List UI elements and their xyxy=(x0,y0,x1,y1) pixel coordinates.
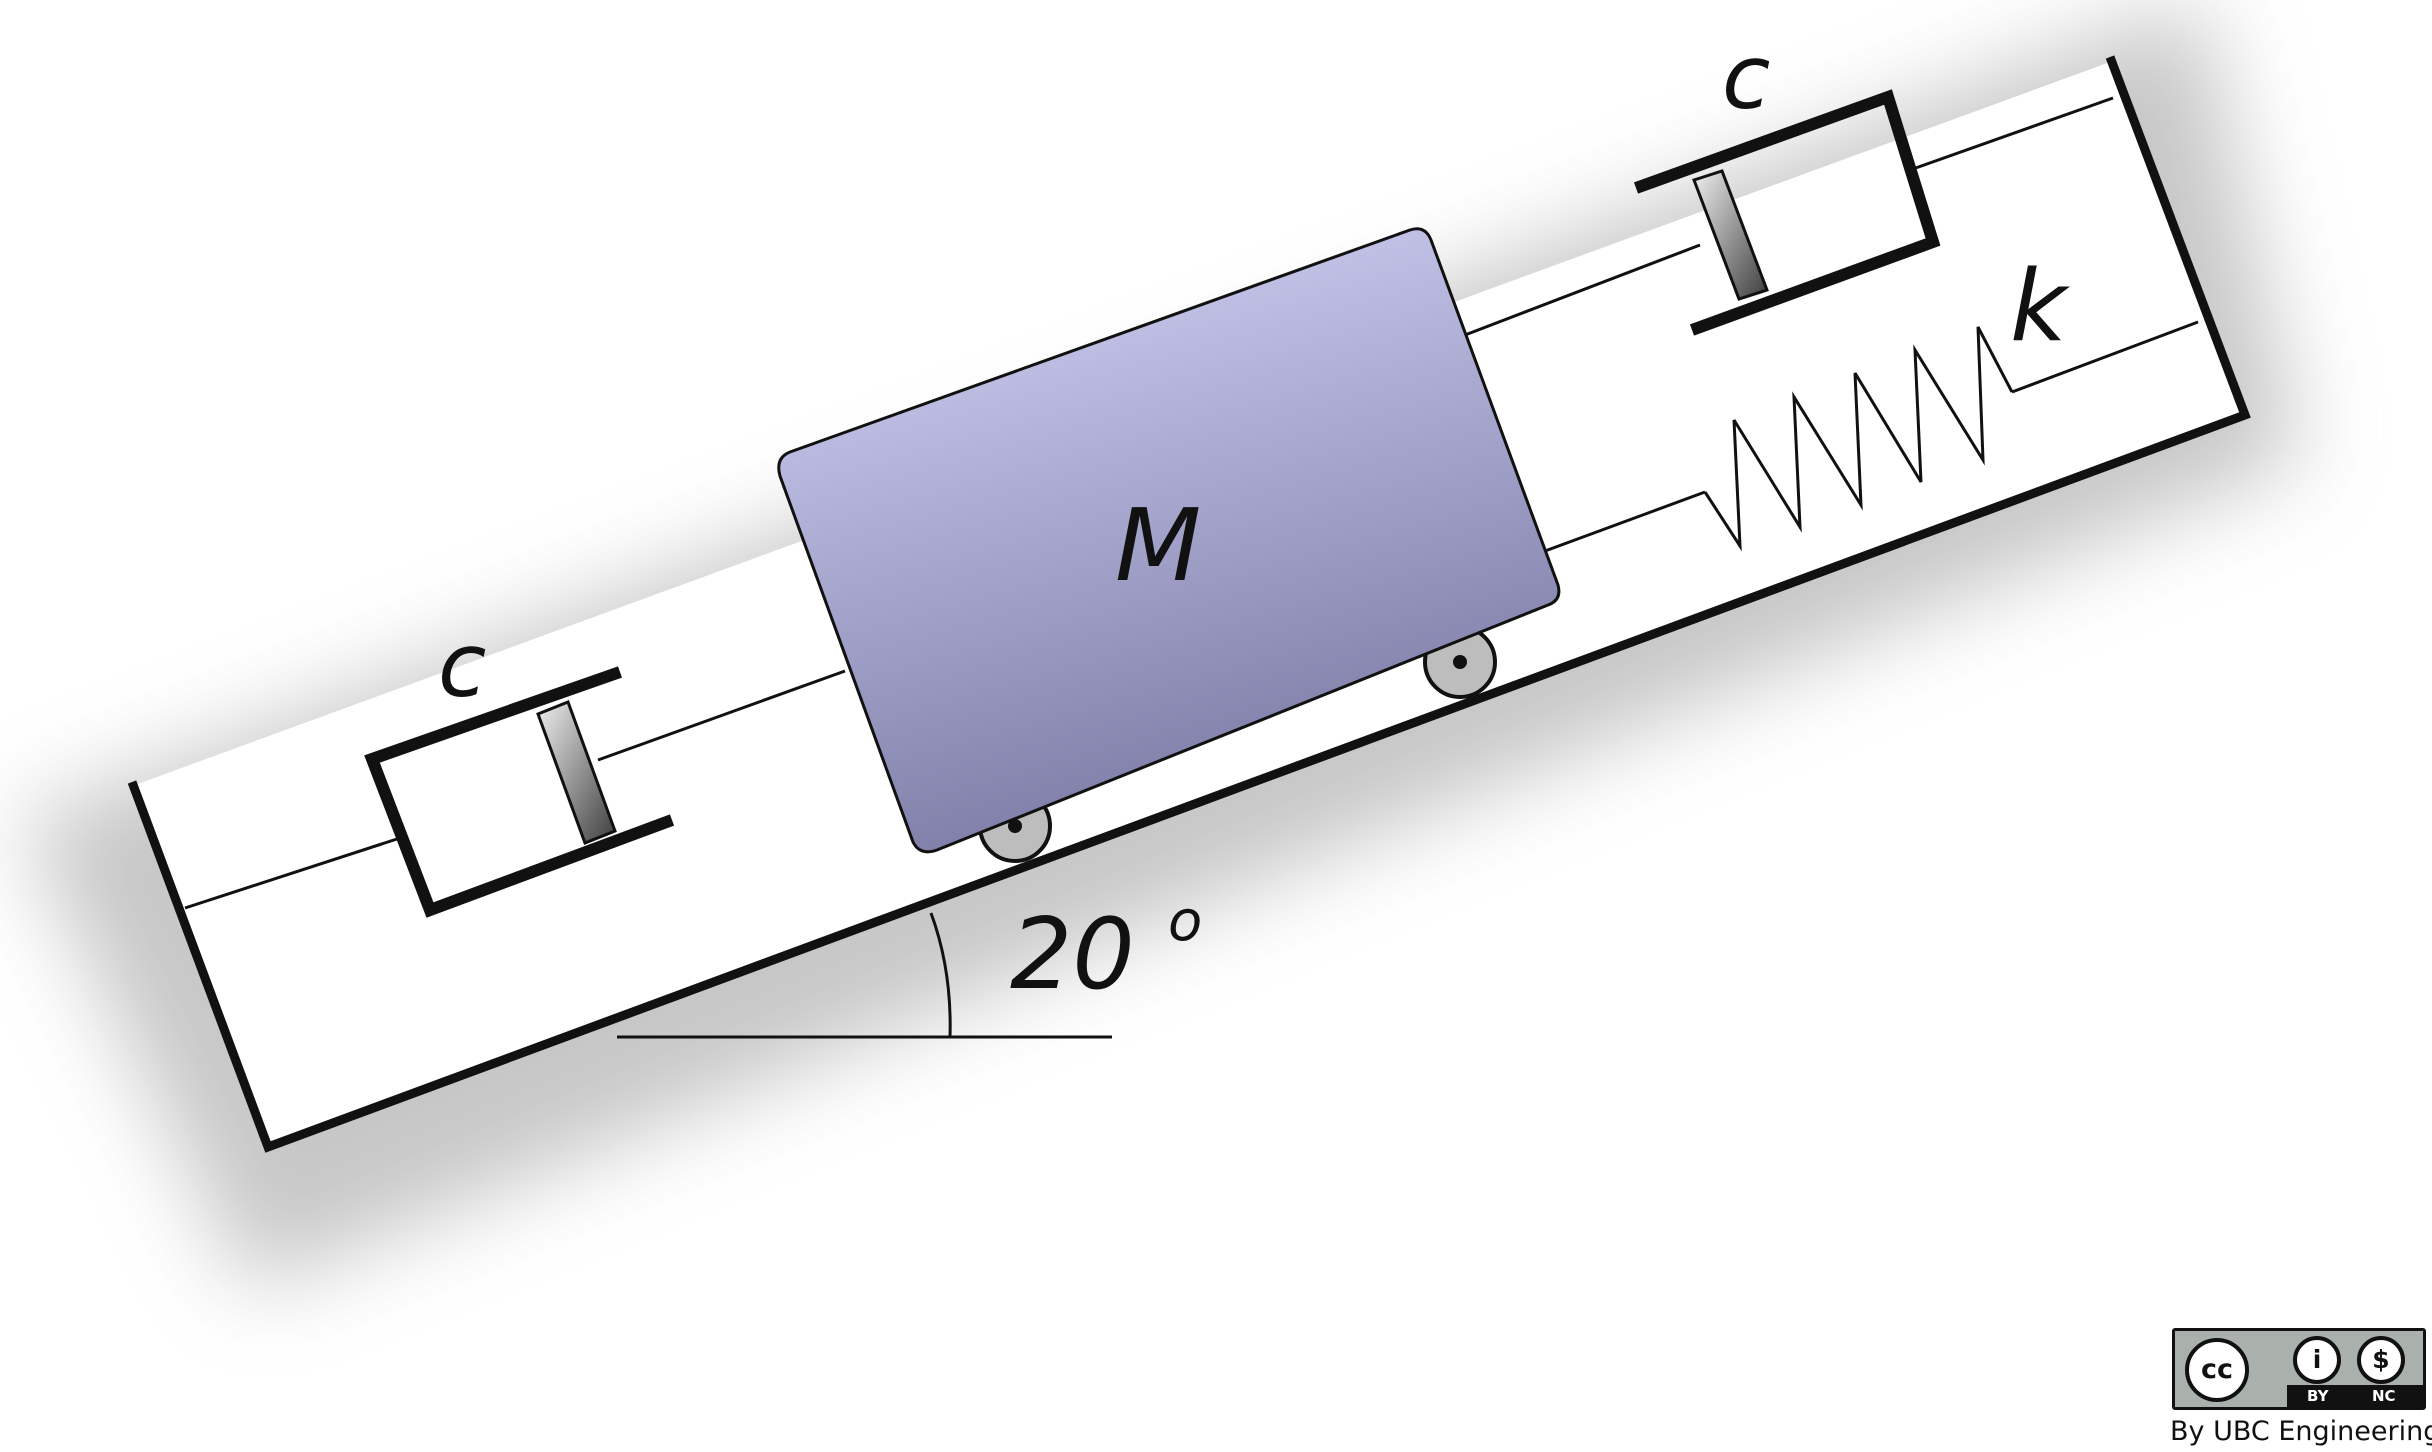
left-damper-piston xyxy=(536,700,617,845)
spring-lead-wall xyxy=(2011,320,2199,394)
right-damper-rod-mass xyxy=(1464,243,1701,337)
mass-label: M xyxy=(1115,487,1201,604)
left-damper-cylinder xyxy=(364,666,675,918)
by-label: BY xyxy=(2307,1387,2329,1405)
mass-block xyxy=(777,227,1561,854)
angle-label: 20 xyxy=(1010,898,1135,1012)
cc-icon: cc xyxy=(2185,1338,2249,1402)
spring xyxy=(1703,326,2014,552)
left-damper-rod-mass xyxy=(597,669,846,762)
degree-symbol: o xyxy=(1168,889,1202,954)
right-damper-piston xyxy=(1692,169,1769,301)
cc-label-strip: BY NC xyxy=(2287,1385,2423,1407)
angle-arc xyxy=(929,912,952,1038)
credit-text: By UBC Engineering xyxy=(2170,1416,2432,1447)
right-damper-label: c xyxy=(1722,26,1770,129)
right-damper-rod-wall xyxy=(1909,96,2114,172)
spring-label: k xyxy=(2010,250,2070,364)
nc-label: NC xyxy=(2372,1387,2396,1405)
license-credit: cc i $ BY NC By UBC Engineering xyxy=(2170,1328,2432,1452)
spring-lead-mass xyxy=(1544,490,1706,553)
cc-by-nc-badge: cc i $ BY NC xyxy=(2172,1328,2426,1410)
left-damper-label: c xyxy=(438,614,486,717)
attribution-icon: i xyxy=(2293,1336,2341,1384)
left-damper-rod-wall xyxy=(184,837,398,910)
incline-base xyxy=(127,55,2251,1153)
noncommercial-icon: $ xyxy=(2357,1336,2405,1384)
